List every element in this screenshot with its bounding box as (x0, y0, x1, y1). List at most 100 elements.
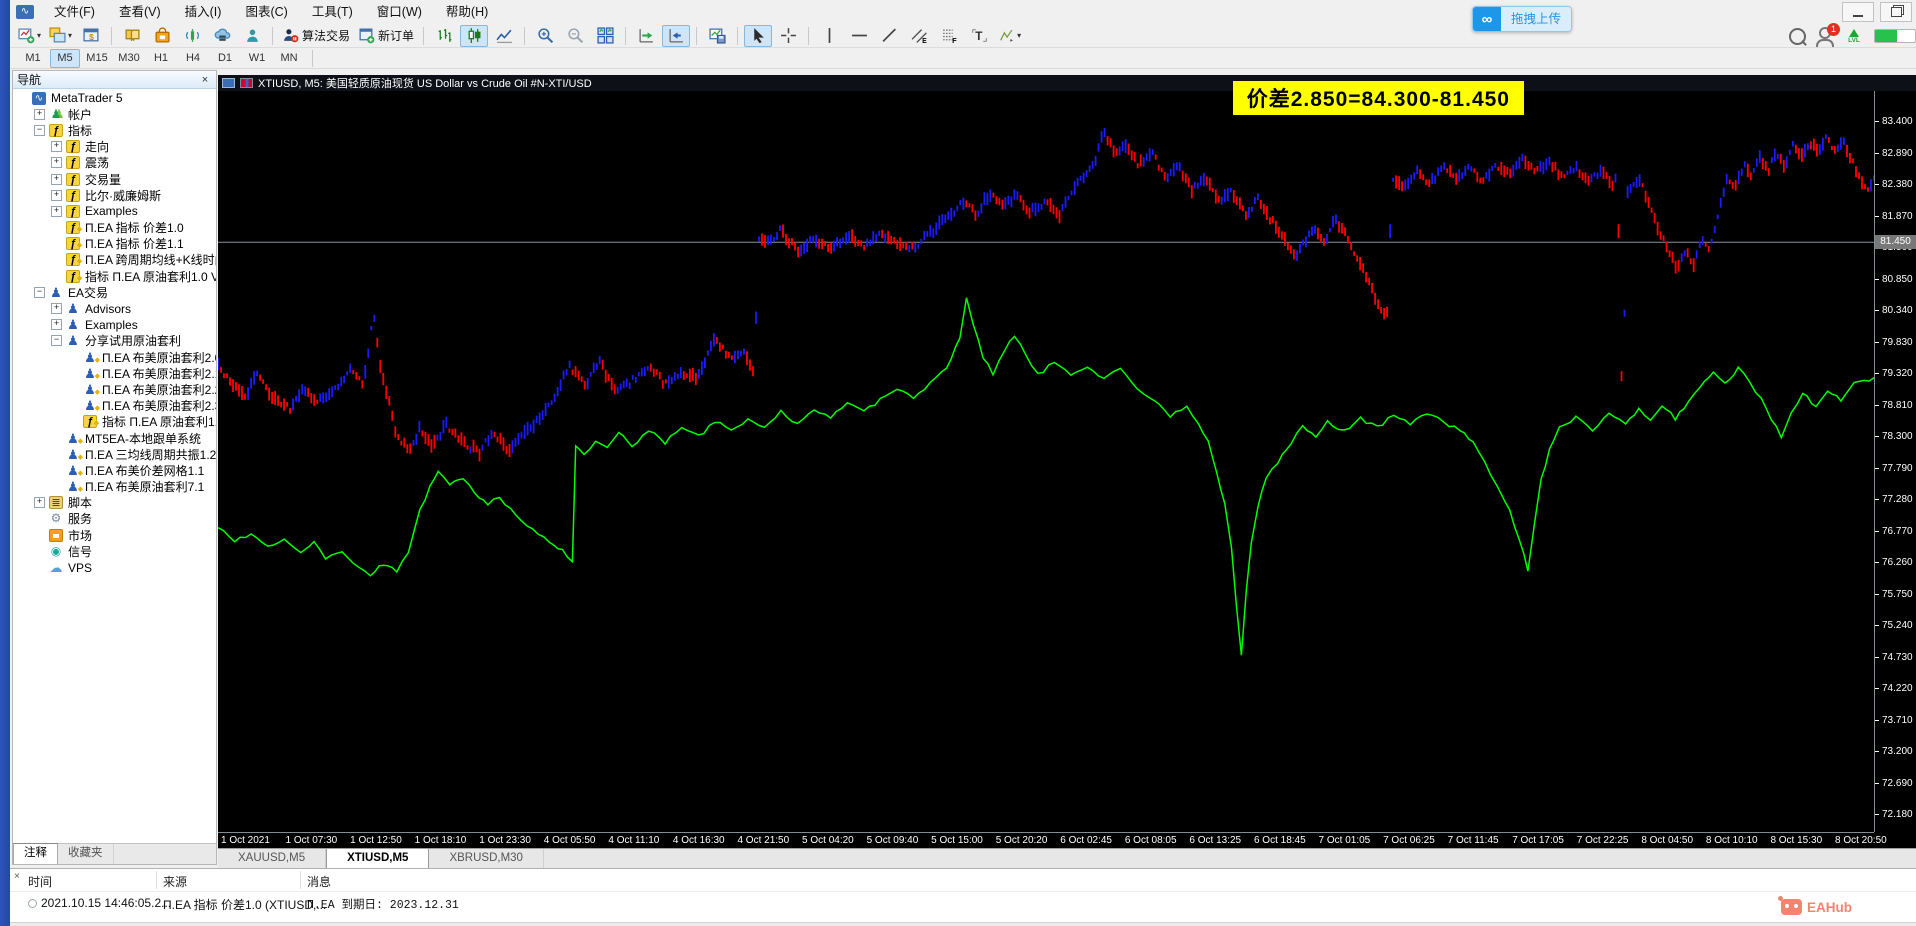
chart-tab-XAUUSD-M5[interactable]: XAUUSD,M5 (218, 849, 327, 868)
line-chart-button[interactable] (490, 25, 518, 47)
chart-shift-button[interactable] (662, 24, 691, 47)
toolbox-column-0[interactable]: 时间 (28, 875, 53, 889)
toolbox-close-icon[interactable]: × (14, 871, 20, 882)
crosshair-button[interactable] (774, 25, 802, 47)
equidistant-channel-button[interactable]: E (905, 25, 933, 47)
timeframe-H1[interactable]: H1 (153, 51, 169, 64)
new-chart-button[interactable]: ▾ (15, 25, 44, 47)
tree-item-15[interactable]: − ♟ 分享试用原油套利 (13, 333, 216, 349)
menu-tools[interactable]: 工具(T) (311, 5, 353, 19)
tree-item-10[interactable]: ƒ◆П.EA 跨周期均线+K线时间倒计 (13, 252, 216, 268)
vertical-line-button[interactable] (815, 25, 843, 47)
vps-button[interactable] (208, 25, 236, 47)
trendline-button[interactable] (875, 25, 903, 47)
zoom-out-button[interactable] (561, 25, 589, 47)
community-button[interactable] (238, 25, 266, 47)
timeframe-M1[interactable]: M1 (25, 51, 41, 64)
tree-item-29[interactable]: ☁ VPS (13, 559, 216, 575)
expand-plus-icon[interactable]: + (51, 319, 62, 331)
timeframe-MN[interactable]: MN (280, 51, 298, 64)
timeframe-M15[interactable]: M15 (86, 51, 108, 64)
navigator-tab-active[interactable]: 注释 (13, 843, 58, 864)
auto-scroll-button[interactable] (632, 25, 660, 47)
tree-item-25[interactable]: + ≣ 脚本 (13, 495, 216, 511)
tree-item-19[interactable]: ♟◆П.EA 布美原油套利2.3 VX: (13, 398, 216, 414)
tree-item-23[interactable]: ♟ ◆ П.EA 布美价差网格1.1 (13, 462, 216, 478)
candles-chart-button[interactable] (460, 24, 489, 47)
new-order-button[interactable]: 新订单 (355, 25, 417, 47)
expand-plus-icon[interactable]: + (51, 189, 62, 201)
tree-item-17[interactable]: ♟◆П.EA 布美原油套利2.1 VX: (13, 365, 216, 381)
level-icon[interactable]: LVL (1844, 28, 1864, 44)
tree-item-4[interactable]: + ƒ 震荡 (13, 155, 216, 171)
user-notifications-button[interactable]: 1 (1816, 23, 1840, 47)
market-watch-button[interactable]: $ (77, 25, 105, 47)
collapse-minus-icon[interactable]: − (34, 286, 45, 298)
expand-plus-icon[interactable]: + (34, 108, 45, 120)
zoom-in-button[interactable] (531, 25, 559, 47)
tree-item-28[interactable]: ◉ 信号 (13, 543, 216, 559)
tree-item-20[interactable]: ƒ◆指标 П.EA 原油套利1.0 VX: (13, 414, 216, 430)
expand-plus-icon[interactable]: + (51, 303, 62, 315)
app-icon[interactable]: ∿ (16, 5, 34, 19)
restore-button[interactable] (1880, 2, 1912, 22)
timeframe-H4[interactable]: H4 (185, 51, 201, 64)
fibonacci-button[interactable]: F (935, 25, 963, 47)
tree-item-18[interactable]: ♟◆П.EA 布美原油套利2.2 VX: (13, 381, 216, 397)
horizontal-line-button[interactable] (845, 25, 873, 47)
market-button[interactable] (148, 25, 176, 47)
tree-item-2[interactable]: − ƒ 指标 (13, 122, 216, 138)
tree-item-3[interactable]: + ƒ 走向 (13, 139, 216, 155)
menu-window[interactable]: 窗口(W) (376, 5, 422, 19)
menu-view[interactable]: 查看(V) (118, 5, 161, 19)
profiles-button[interactable]: ▾ (46, 25, 75, 47)
tree-item-24[interactable]: ♟ ◆ П.EA 布美原油套利7.1 (13, 479, 216, 495)
search-icon[interactable] (1789, 27, 1806, 45)
objects-button[interactable]: ▾ (995, 25, 1024, 47)
tree-item-6[interactable]: + ƒ 比尔·威廉姆斯 (13, 187, 216, 203)
tree-item-8[interactable]: ƒ ◆ П.EA 指标 价差1.0 (13, 220, 216, 236)
menu-insert[interactable]: 插入(I) (184, 5, 222, 19)
timeframe-M5[interactable]: M5 (50, 48, 80, 68)
tree-item-9[interactable]: ƒ ◆ П.EA 指标 价差1.1 (13, 236, 216, 252)
timeframe-D1[interactable]: D1 (217, 51, 233, 64)
algo-trading-button[interactable]: 算法交易 (279, 25, 353, 47)
navigator-close-icon[interactable]: × (201, 73, 209, 86)
templates-button[interactable] (703, 25, 731, 47)
tree-item-14[interactable]: + ♟ Examples (13, 317, 216, 333)
chart-tab-XTIUSD-M5[interactable]: XTIUSD,M5 (326, 849, 430, 868)
chart-tab-XBRUSD-M30[interactable]: XBRUSD,M30 (429, 849, 544, 868)
expand-plus-icon[interactable]: + (51, 157, 62, 169)
timeframe-M30[interactable]: M30 (118, 51, 140, 64)
minimize-button[interactable] (1842, 2, 1874, 22)
chart-plot-area[interactable] (218, 91, 1874, 833)
tree-item-16[interactable]: ♟◆П.EA 布美原油套利2.0 VX: (13, 349, 216, 365)
tree-item-22[interactable]: ♟◆П.EA 三均线周期共振1.2 VX: M (13, 446, 216, 462)
toolbox-column-2[interactable]: 消息 (307, 875, 332, 889)
menu-help[interactable]: 帮助(H) (445, 5, 489, 19)
collapse-minus-icon[interactable]: − (34, 124, 45, 136)
tree-item-21[interactable]: ♟ ◆ MT5EA-本地跟单系统 (13, 430, 216, 446)
signals-button[interactable] (178, 25, 206, 47)
tree-item-1[interactable]: + ♟ 帐户 (13, 106, 216, 122)
expand-plus-icon[interactable]: + (51, 205, 62, 217)
time-axis[interactable]: 1 Oct 2021 1 Oct 07:30 1 Oct 12:50 1 Oct 18… (218, 833, 1887, 848)
tree-item-27[interactable]: 市场 (13, 527, 216, 543)
price-scale[interactable]: 81.450 83.40082.89082.38081.87081.36080.… (1874, 91, 1916, 832)
expand-plus-icon[interactable]: + (51, 173, 62, 185)
tile-windows-button[interactable] (591, 25, 619, 47)
tree-item-12[interactable]: − ♟ EA交易 (13, 284, 216, 300)
drag-upload-badge[interactable]: ∞ 拖拽上传 (1472, 6, 1573, 32)
toolbox-column-1[interactable]: 来源 (163, 875, 188, 889)
tree-item-5[interactable]: + ƒ 交易量 (13, 171, 216, 187)
expand-plus-icon[interactable]: + (34, 497, 45, 509)
bars-chart-button[interactable] (430, 25, 458, 47)
timeframe-W1[interactable]: W1 (248, 51, 266, 64)
menu-file[interactable]: 文件(F) (54, 5, 95, 19)
chart-window[interactable]: XTIUSD, M5: 美国轻质原油现货 US Dollar vs Crude … (218, 75, 1916, 848)
tree-item-11[interactable]: ƒ◆指标 П.EA 原油套利1.0 VX：My (13, 268, 216, 284)
text-label-button[interactable]: T (965, 25, 993, 47)
tree-item-26[interactable]: ⚙ 服务 (13, 511, 216, 527)
tree-item-13[interactable]: + ♟ Advisors (13, 300, 216, 316)
history-center-button[interactable] (118, 25, 146, 47)
